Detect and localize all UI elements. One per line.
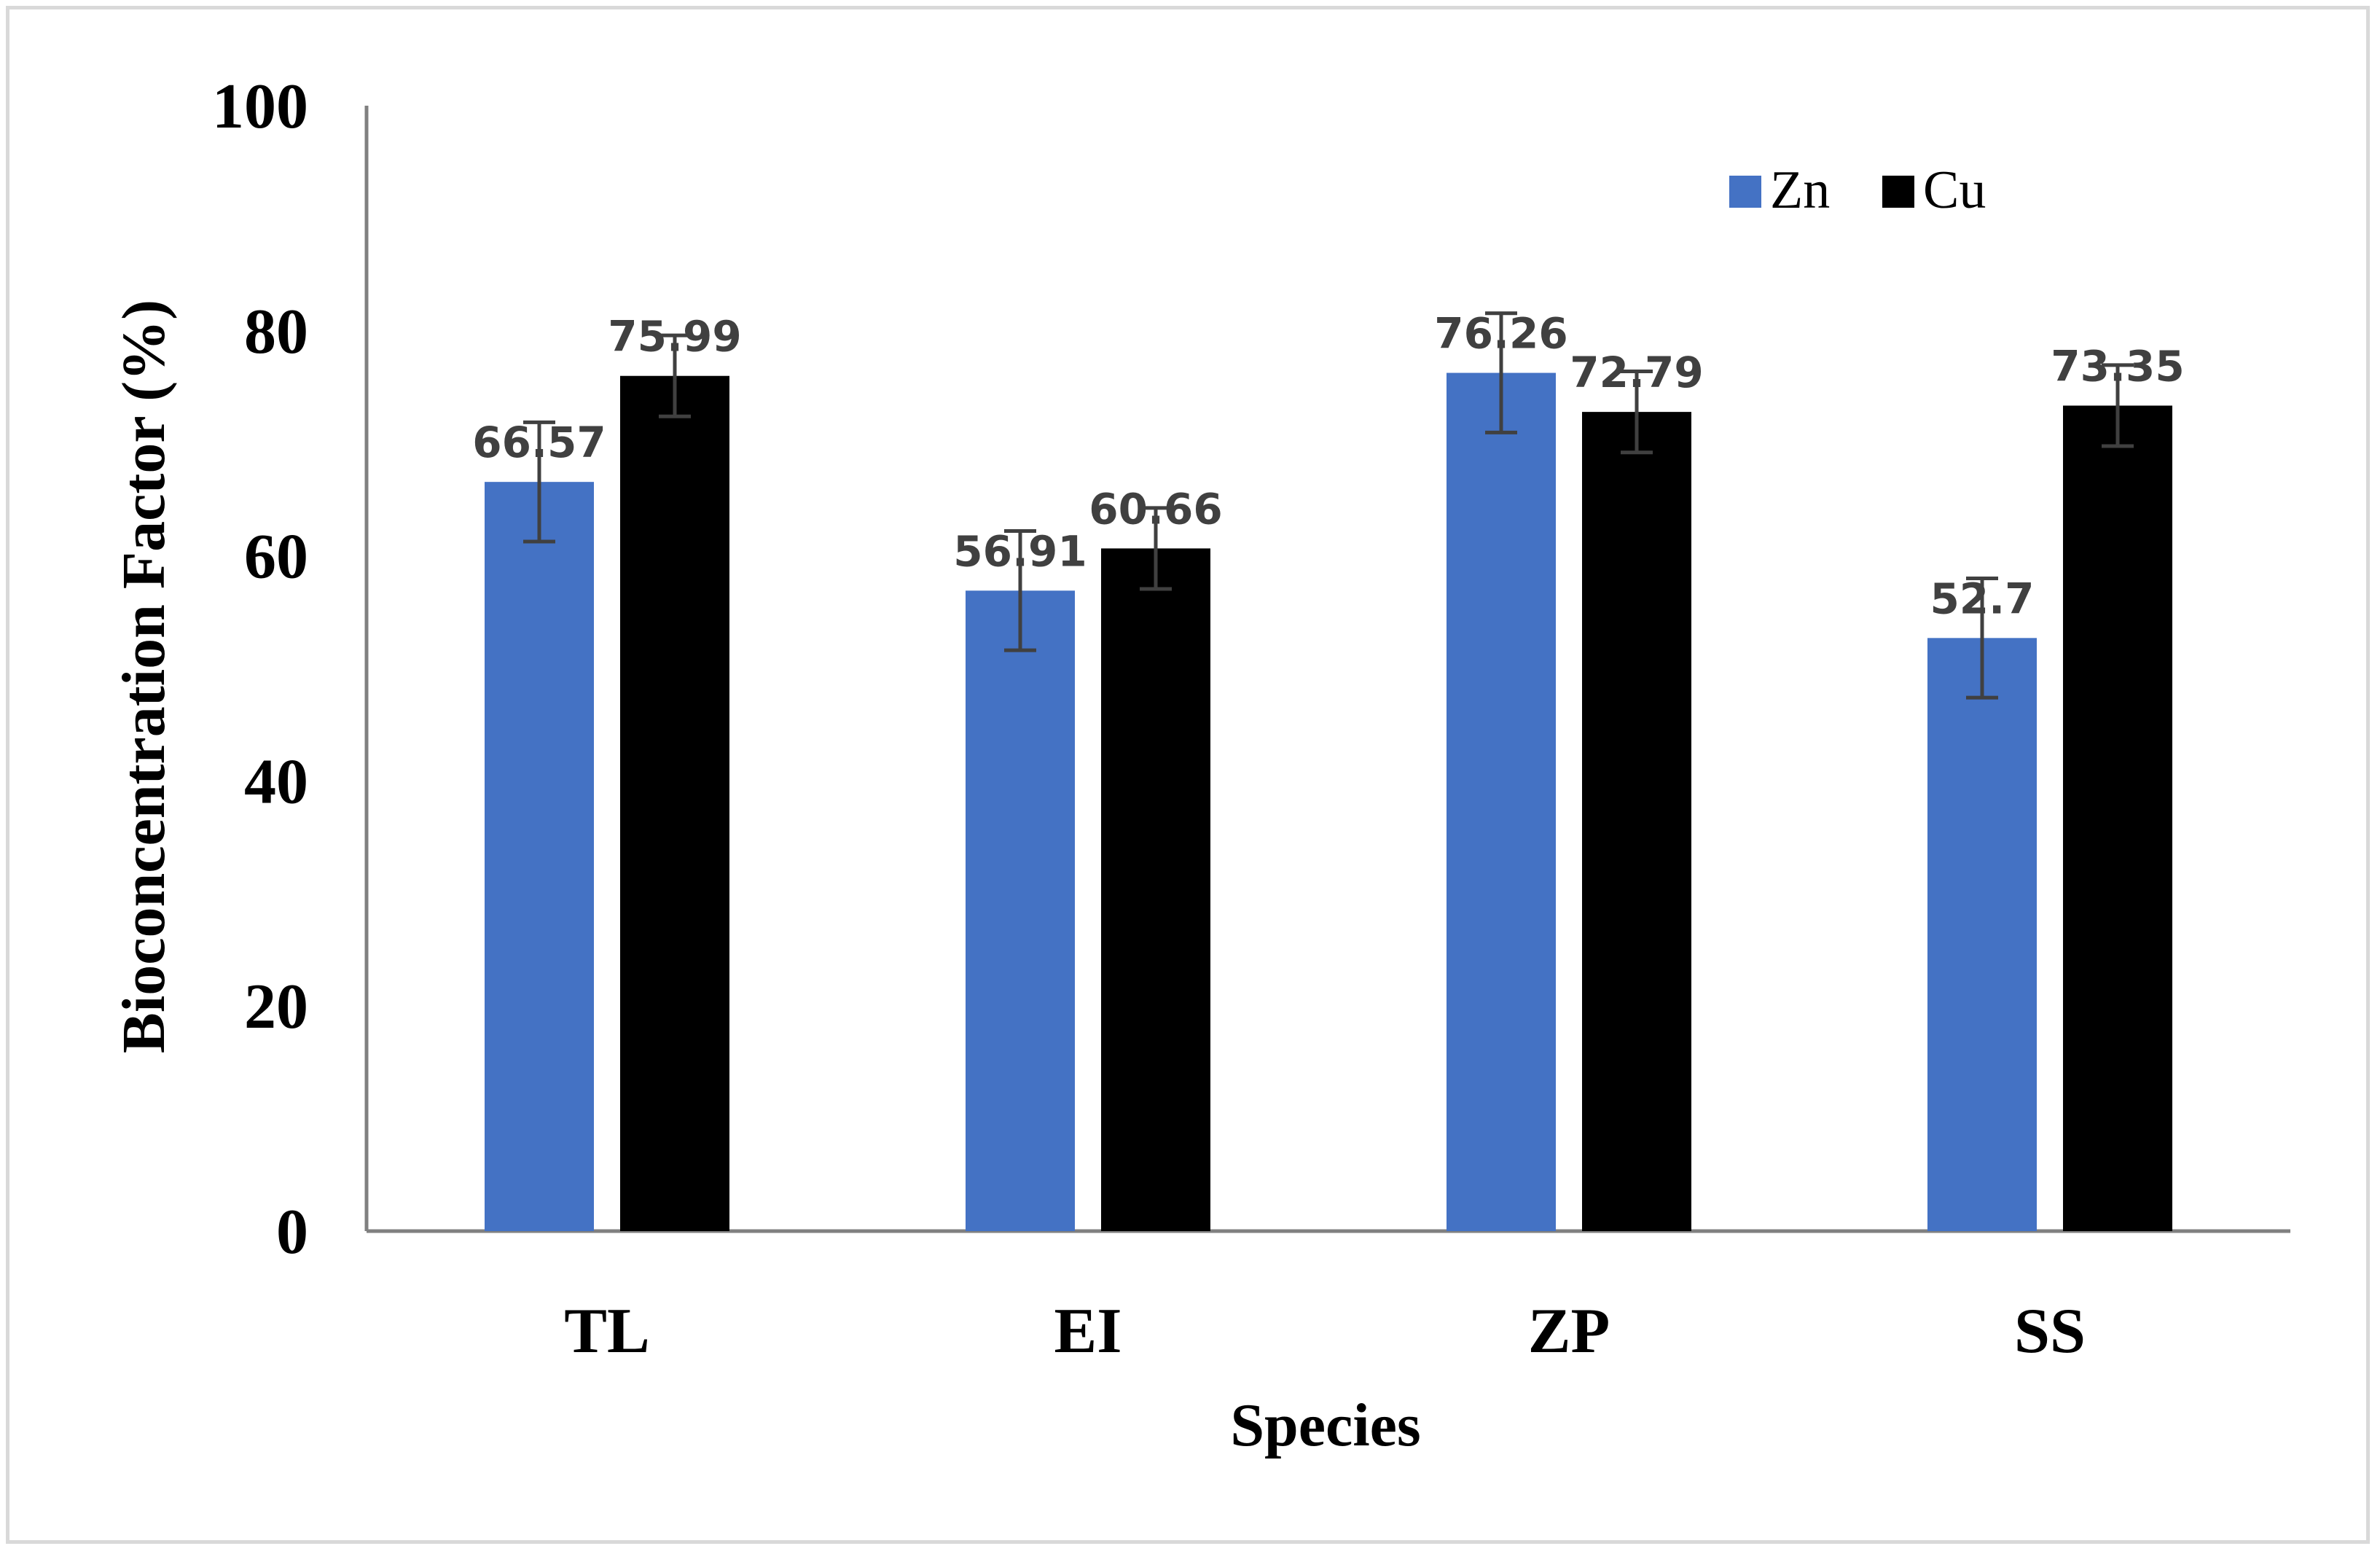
y-axis-title: Bioconcentration Factor (%) [110, 300, 178, 1053]
x-tick-label: TL [564, 1296, 649, 1367]
chart-frame: Bioconcentration Factor (%) Species 0 20 4… [6, 6, 2370, 1544]
y-tick-label: 60 [244, 522, 308, 593]
x-tick-label: SS [2014, 1296, 2086, 1367]
x-tick-label: EI [1054, 1296, 1122, 1367]
y-tick-label: 20 [244, 972, 308, 1042]
data-label: 73.35 [2051, 341, 2184, 391]
data-label: 75.99 [608, 312, 741, 362]
bar-zn [485, 482, 594, 1231]
y-tick-label: 80 [244, 297, 308, 367]
bar-cu [1582, 412, 1691, 1232]
data-label: 52.7 [1930, 574, 2034, 623]
legend-label-cu: Cu [1923, 160, 1986, 220]
y-tick-label: 40 [244, 746, 308, 817]
bar-cu [2063, 405, 2172, 1231]
bar-zn [1927, 638, 2037, 1231]
x-tick-label: ZP [1528, 1296, 1610, 1367]
data-label: 72.79 [1570, 348, 1703, 397]
data-label: 76.26 [1434, 309, 1567, 359]
legend-label-zn: Zn [1770, 160, 1830, 220]
data-label: 66.57 [472, 418, 606, 467]
bar-cu [1101, 548, 1210, 1231]
data-label: 56.91 [953, 526, 1087, 576]
legend-swatch-cu [1882, 176, 1914, 208]
bar-zn [1447, 372, 1556, 1231]
data-label: 60.66 [1089, 484, 1222, 534]
legend-swatch-zn [1729, 176, 1761, 208]
bar-cu [620, 375, 729, 1231]
x-axis-title: Species [1230, 1391, 1420, 1459]
y-tick-label: 0 [276, 1197, 308, 1268]
bar-chart: Bioconcentration Factor (%) Species 0 20 4… [110, 71, 2290, 1459]
bar-zn [966, 590, 1075, 1231]
y-tick-label: 100 [212, 71, 308, 142]
